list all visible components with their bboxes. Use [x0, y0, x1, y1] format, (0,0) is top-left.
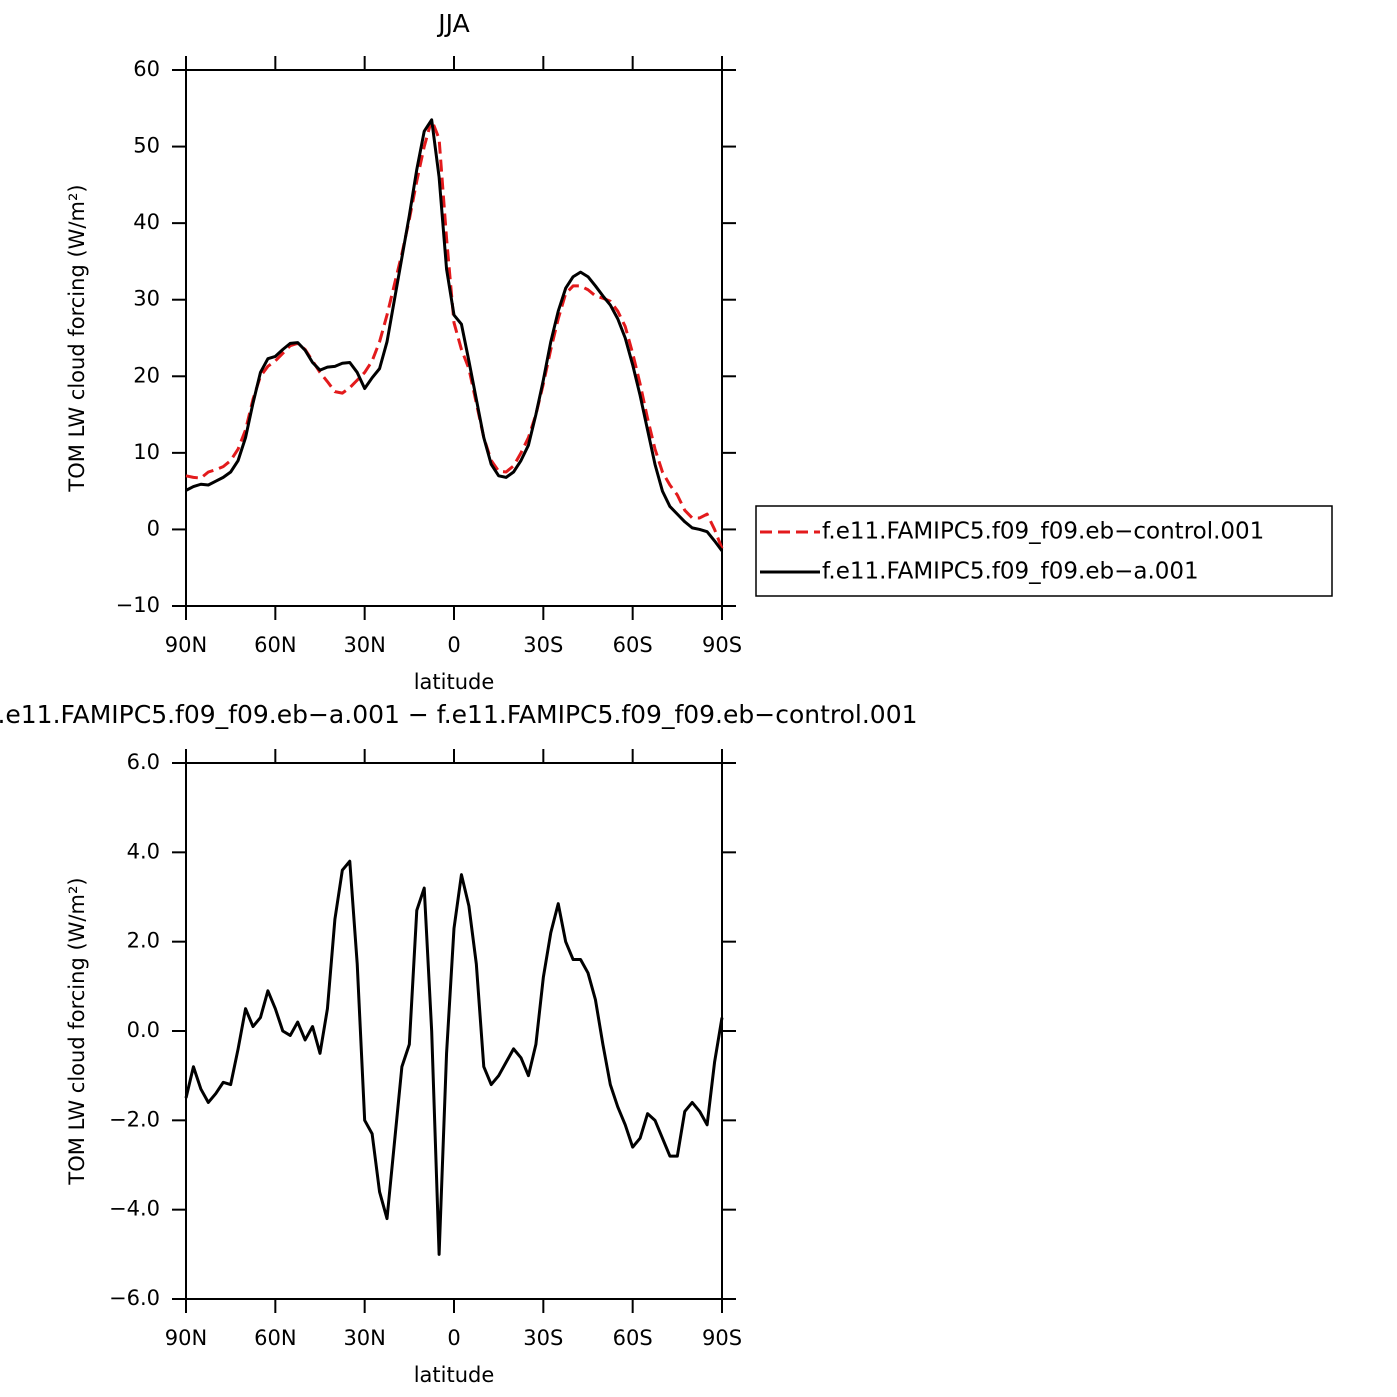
x-tick-label: 30N: [343, 1326, 385, 1350]
plot-frame: [185, 69, 723, 607]
x-tick-label: 90S: [702, 1326, 742, 1350]
y-tick-label: 60: [133, 57, 160, 81]
x-axis-label: latitude: [414, 670, 495, 694]
y-tick-label: 4.0: [127, 839, 160, 863]
x-tick-label: 60N: [254, 1326, 296, 1350]
x-tick-label: 0: [447, 633, 460, 657]
chart-title: f.e11.FAMIPC5.f09_f09.eb−a.001 − f.e11.F…: [0, 700, 918, 729]
legend-box: [755, 505, 1333, 597]
x-tick-label: 30S: [523, 1326, 563, 1350]
y-tick-label: −6.0: [109, 1286, 160, 1310]
y-tick-label: −4.0: [109, 1197, 160, 1221]
y-tick-label: 2.0: [127, 929, 160, 953]
y-tick-label: 0: [147, 516, 160, 540]
y-tick-label: 0.0: [127, 1018, 160, 1042]
x-tick-label: 0: [447, 1326, 460, 1350]
y-tick-label: 10: [133, 440, 160, 464]
plot-frame: [185, 762, 723, 1300]
y-axis-label: TOM LW cloud forcing (W/m²): [65, 877, 89, 1185]
y-tick-label: 30: [133, 287, 160, 311]
legend-label: f.e11.FAMIPC5.f09_f09.eb−control.001: [822, 519, 1264, 545]
y-tick-label: 40: [133, 210, 160, 234]
y-tick-label: −2.0: [109, 1107, 160, 1131]
x-tick-label: 60N: [254, 633, 296, 657]
x-tick-label: 90N: [165, 633, 207, 657]
legend-label: f.e11.FAMIPC5.f09_f09.eb−a.001: [822, 559, 1199, 585]
data-line: [184, 859, 724, 1256]
y-tick-label: 20: [133, 363, 160, 387]
x-tick-label: 30S: [523, 633, 563, 657]
chart-title: JJA: [436, 9, 469, 38]
x-tick-label: 90S: [702, 633, 742, 657]
x-tick-label: 90N: [165, 1326, 207, 1350]
x-tick-label: 60S: [613, 1326, 653, 1350]
x-tick-label: 60S: [613, 633, 653, 657]
y-tick-label: 6.0: [127, 750, 160, 774]
data-line: [185, 118, 724, 550]
x-tick-label: 30N: [343, 633, 385, 657]
data-line: [185, 118, 724, 552]
y-axis-label: TOM LW cloud forcing (W/m²): [65, 184, 89, 492]
y-tick-label: 50: [133, 134, 160, 158]
y-tick-label: −10: [116, 593, 160, 617]
x-axis-label: latitude: [414, 1363, 495, 1387]
